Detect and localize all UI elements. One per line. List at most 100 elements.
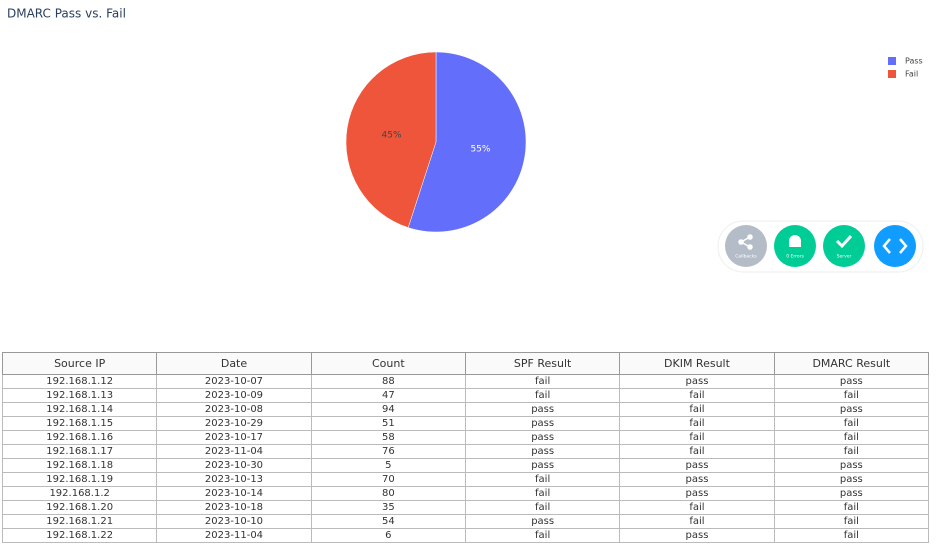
column-header: Source IP [1,352,158,375]
table-cell: 51 [310,416,466,431]
table-cell: 192.168.1.13 [1,388,158,403]
table-cell: 192.168.1.17 [1,444,158,459]
table-row: 192.168.1.14 2023-10-08 94 pass fail pass [1,402,930,417]
table-cell: fail [619,402,775,417]
table-cell: fail [773,528,930,543]
column-header: Date [156,352,312,375]
table-cell: fail [773,430,930,445]
column-header: DKIM Result [619,352,775,375]
table-cell: 2023-10-08 [156,402,312,417]
code-icon [882,238,891,254]
table-cell: fail [619,416,775,431]
legend-label: Pass [905,57,923,66]
table-cell: pass [619,458,775,473]
debug-menu-bg [717,220,924,273]
table-cell: fail [773,416,930,431]
chart-title: DMARC Pass vs. Fail [7,7,126,21]
table-cell: 70 [310,472,466,487]
table-cell: 2023-10-29 [156,416,312,431]
table-cell: pass [464,430,621,445]
table-cell: 2023-11-04 [156,528,312,543]
table-cell: fail [464,500,621,515]
table-cell: fail [464,472,621,487]
table-cell: 192.168.1.19 [1,472,158,487]
table-cell: 58 [310,430,466,445]
table-cell: 54 [310,514,466,529]
legend-swatch [888,70,896,78]
table-cell: fail [773,388,930,403]
table-cell: 35 [310,500,466,515]
slice-label: 55% [470,145,490,155]
table-cell: 47 [310,388,466,403]
table-cell: 5 [310,458,466,473]
slice-label: 45% [382,130,402,140]
table-cell: 192.168.1.20 [1,500,158,515]
table-cell: pass [464,402,621,417]
table-cell: 76 [310,444,466,459]
check-icon [835,234,853,249]
chart: DMARC Pass vs. Fail 55% 45% Pass Fail Callba… [7,7,924,273]
share-icon [738,234,753,250]
table-cell: fail [619,514,775,529]
table-cell: 192.168.1.21 [1,514,158,529]
code-button[interactable] [874,225,916,267]
table-row: 192.168.1.16 2023-10-17 58 pass fail fail [1,430,930,445]
code-icon [899,238,908,254]
table-cell: 192.168.1.12 [1,374,158,389]
pie-slice [407,51,527,233]
table-row: 192.168.1.13 2023-10-09 47 fail fail fail [1,388,930,403]
table-cell: pass [619,374,775,389]
table-cell: 192.168.1.18 [1,458,158,473]
table-cell: 192.168.1.15 [1,416,158,431]
table-cell: fail [464,528,621,543]
table-cell: 2023-10-17 [156,430,312,445]
pie-slice [345,51,437,228]
table-cell: fail [619,430,775,445]
table-cell: 6 [310,528,466,543]
table-cell: pass [464,416,621,431]
table-cell: fail [619,500,775,515]
table-cell: 2023-10-14 [156,486,312,501]
table-cell: 2023-10-07 [156,374,312,389]
alarm-icon [789,235,801,247]
debug-button-label: 0 Errors [786,254,804,260]
table-cell: pass [464,444,621,459]
table-row: 192.168.1.15 2023-10-29 51 pass fail fail [1,416,930,431]
table-row: 192.168.1.22 2023-11-04 6 fail pass fail [1,528,930,543]
table-row: 192.168.1.2 2023-10-14 80 fail pass pass [1,486,930,501]
column-header: SPF Result [464,352,621,375]
table-cell: 2023-11-04 [156,444,312,459]
table-cell: fail [464,388,621,403]
column-header: Count [310,352,466,375]
callbacks-button[interactable] [725,225,767,267]
table-cell: fail [619,444,775,459]
table-cell: pass [619,472,775,487]
table-cell: pass [619,528,775,543]
table-cell: pass [619,486,775,501]
table-cell: 88 [310,374,466,389]
table-cell: pass [773,402,930,417]
table-cell: pass [773,472,930,487]
debug-button-label: Callbacks [735,254,757,260]
table-cell: 80 [310,486,466,501]
table-row: 192.168.1.12 2023-10-07 88 fail pass pass [1,374,930,389]
table-cell: 192.168.1.22 [1,528,158,543]
table-row: 192.168.1.18 2023-10-30 5 pass pass pass [1,458,930,473]
table-cell: pass [773,486,930,501]
table-row: 192.168.1.17 2023-11-04 76 pass fail fail [1,444,930,459]
table-cell: 192.168.1.14 [1,402,158,417]
table-cell: fail [773,500,930,515]
table-cell: pass [464,458,621,473]
table-row: 192.168.1.19 2023-10-13 70 fail pass pass [1,472,930,487]
table-cell: fail [773,514,930,529]
table-cell: fail [464,374,621,389]
data-table: Source IP Date Count SPF Result DKIM Result D… [1,352,930,543]
table-cell: 94 [310,402,466,417]
table-row: 192.168.1.21 2023-10-10 54 pass fail fail [1,514,930,529]
table-cell: pass [773,458,930,473]
debug-button-label: Server [837,254,852,260]
table-cell: 192.168.1.2 [1,486,158,501]
debug-menu [717,220,924,273]
table-row: 192.168.1.20 2023-10-18 35 fail fail fail [1,500,930,515]
